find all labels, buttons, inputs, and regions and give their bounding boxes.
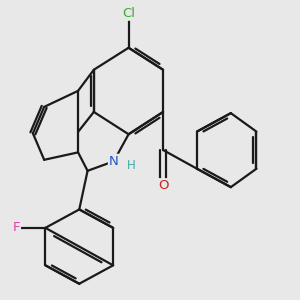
Text: O: O bbox=[158, 179, 168, 192]
Text: H: H bbox=[127, 159, 136, 172]
Text: F: F bbox=[13, 221, 20, 234]
Text: N: N bbox=[109, 155, 118, 168]
Text: Cl: Cl bbox=[122, 7, 135, 20]
